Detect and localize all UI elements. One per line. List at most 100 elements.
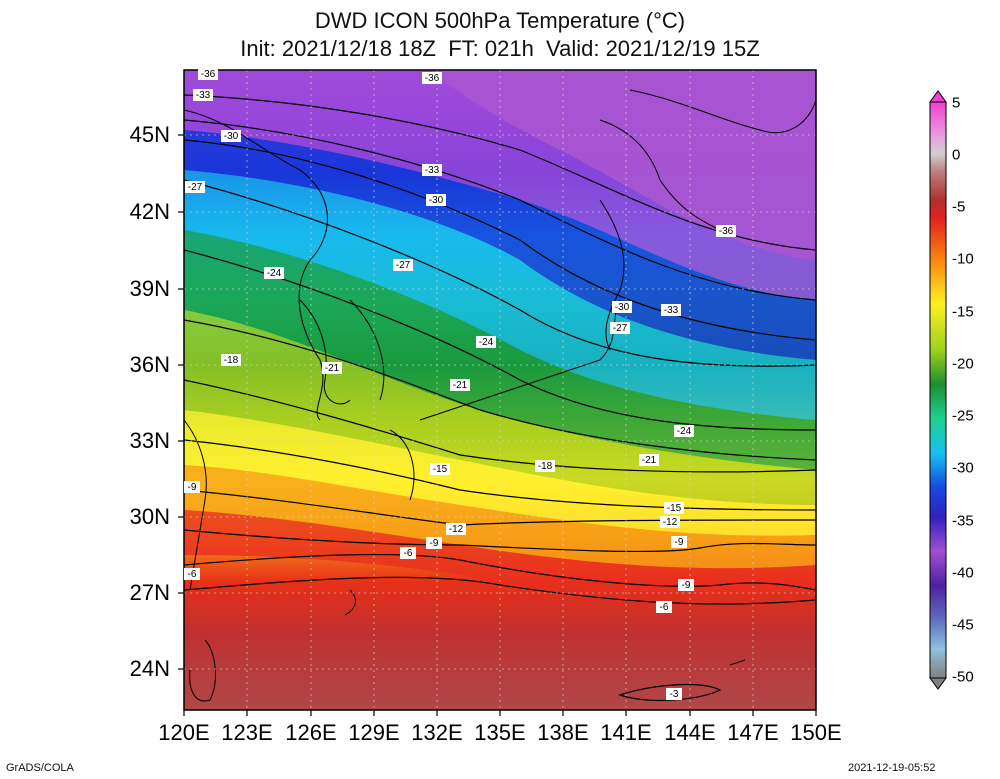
lon-label: 141E: [600, 720, 652, 745]
contour-label: -9: [678, 579, 694, 591]
contour-label: -6: [184, 568, 200, 580]
contour-label: -18: [221, 354, 241, 366]
lat-label: 30N: [129, 504, 170, 529]
lon-label: 132E: [411, 720, 463, 745]
colorbar-label: -20: [952, 355, 974, 373]
svg-text:-36: -36: [719, 226, 734, 237]
contour-label: -24: [264, 267, 284, 279]
contour-label: -33: [193, 89, 213, 101]
svg-text:-18: -18: [538, 461, 553, 472]
lat-label: 33N: [129, 428, 170, 453]
colorbar-label: -15: [952, 303, 974, 321]
contour-label: -30: [221, 130, 241, 142]
lon-label: 144E: [664, 720, 716, 745]
lon-label: 126E: [285, 720, 337, 745]
contour-label: -18: [535, 460, 555, 472]
svg-text:-27: -27: [613, 323, 628, 334]
colorbar-label: 5: [952, 94, 961, 112]
contour-label: -6: [400, 547, 416, 559]
svg-text:-33: -33: [425, 165, 440, 176]
svg-text:-3: -3: [670, 689, 679, 700]
lon-label: 123E: [221, 720, 273, 745]
svg-text:-36: -36: [425, 73, 440, 84]
colorbar-label: -30: [952, 459, 974, 477]
svg-text:-24: -24: [479, 337, 494, 348]
svg-text:-27: -27: [396, 260, 411, 271]
contour-label: -9: [426, 537, 442, 549]
svg-text:-33: -33: [196, 90, 211, 101]
svg-text:-18: -18: [224, 355, 239, 366]
contour-label: -12: [660, 516, 680, 528]
svg-text:-9: -9: [430, 538, 439, 549]
lon-label: 147E: [727, 720, 779, 745]
colorbar-label: -40: [952, 564, 974, 582]
colorbar-label: 0: [952, 146, 961, 164]
lat-label: 24N: [129, 656, 170, 681]
contour-label: -9: [671, 536, 687, 548]
lon-label: 129E: [348, 720, 400, 745]
svg-text:-15: -15: [667, 503, 682, 514]
svg-text:-6: -6: [660, 602, 669, 613]
contour-label: -33: [422, 164, 442, 176]
svg-text:-15: -15: [433, 464, 448, 475]
lon-label: 120E: [158, 720, 210, 745]
lon-label: 150E: [790, 720, 842, 745]
svg-text:-27: -27: [188, 182, 203, 193]
lon-label: 135E: [474, 720, 526, 745]
svg-text:-9: -9: [188, 482, 197, 493]
colorbar: [929, 90, 947, 690]
svg-text:-21: -21: [453, 380, 468, 391]
svg-text:-36: -36: [201, 69, 216, 80]
svg-text:-12: -12: [449, 524, 464, 535]
svg-text:-24: -24: [267, 268, 282, 279]
contour-label: -24: [476, 336, 496, 348]
contour-label: -24: [674, 425, 694, 437]
colorbar-label: -50: [952, 668, 974, 686]
svg-text:-6: -6: [404, 548, 413, 559]
lat-label: 39N: [129, 276, 170, 301]
contour-label: -30: [612, 301, 632, 313]
svg-text:-21: -21: [325, 363, 340, 374]
svg-text:-30: -30: [224, 131, 239, 142]
svg-text:-21: -21: [642, 455, 657, 466]
contour-label: -33: [661, 304, 681, 316]
colorbar-label: -35: [952, 512, 974, 530]
contour-label: -6: [656, 601, 672, 613]
colorbar-label: -25: [952, 407, 974, 425]
contour-label: -27: [185, 181, 205, 193]
lat-label: 42N: [129, 199, 170, 224]
contour-label: -12: [446, 523, 466, 535]
colorbar-label: -10: [952, 250, 974, 268]
contour-label: -3: [666, 688, 682, 700]
title-line-2: Init: 2021/12/18 18Z FT: 021h Valid: 202…: [240, 36, 760, 61]
svg-text:-9: -9: [675, 537, 684, 548]
svg-text:-30: -30: [615, 302, 630, 313]
svg-text:-6: -6: [188, 569, 197, 580]
footer-credit: GrADS/COLA: [6, 762, 74, 774]
svg-text:-9: -9: [682, 580, 691, 591]
contour-label: -15: [664, 502, 684, 514]
contour-label: -21: [322, 362, 342, 374]
contour-label: -27: [610, 322, 630, 334]
contour-label: -9: [184, 481, 200, 493]
map-field: [184, 70, 816, 710]
colorbar-label: -5: [952, 198, 966, 216]
contour-label: -30: [426, 194, 446, 206]
contour-label: -27: [393, 259, 413, 271]
contour-label: -36: [716, 225, 736, 237]
lat-label: 27N: [129, 580, 170, 605]
contour-label: -15: [430, 463, 450, 475]
colorbar-label: -45: [952, 616, 974, 634]
svg-text:-30: -30: [429, 195, 444, 206]
contour-label: -21: [450, 379, 470, 391]
lon-label: 138E: [537, 720, 589, 745]
svg-text:-33: -33: [664, 305, 679, 316]
footer-timestamp: 2021-12-19-05:52: [848, 762, 936, 774]
lat-label: 36N: [129, 352, 170, 377]
contour-label: -36: [198, 68, 218, 80]
svg-text:-12: -12: [663, 517, 678, 528]
title-line-1: DWD ICON 500hPa Temperature (°C): [314, 8, 686, 33]
svg-text:-24: -24: [677, 426, 692, 437]
lat-label: 45N: [129, 122, 170, 147]
